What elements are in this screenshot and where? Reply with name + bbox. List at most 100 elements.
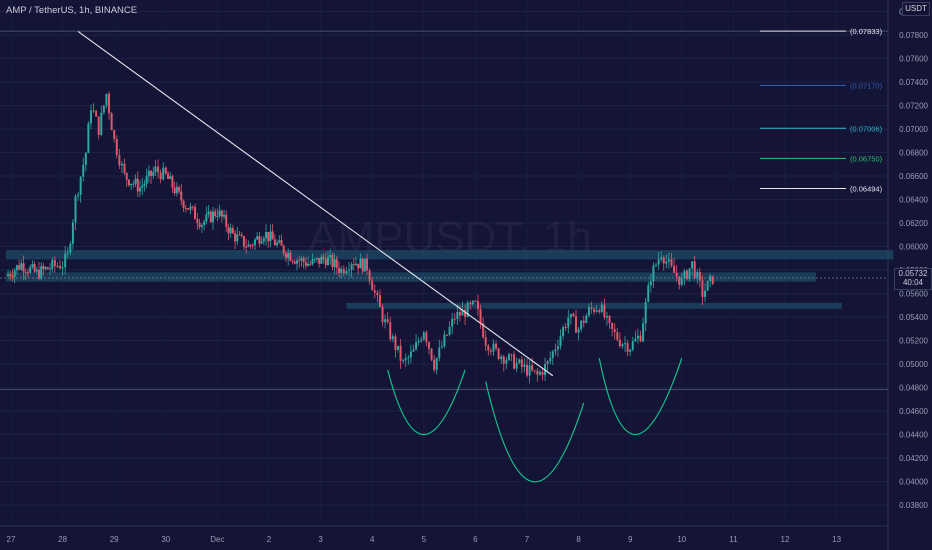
candle-body [150, 170, 153, 177]
candle-body [605, 315, 608, 318]
candle-body [38, 269, 41, 279]
candle-body [391, 336, 394, 340]
candle-body [110, 113, 113, 131]
last-price-label: 0.05732 40:04 [894, 267, 932, 290]
candle-body [422, 332, 425, 340]
candle-body [40, 266, 43, 279]
candle-body [505, 360, 508, 364]
candle-body [7, 274, 10, 276]
candle-body [704, 290, 707, 297]
candle-body [229, 227, 232, 234]
candle-body [145, 176, 148, 184]
candle-body [618, 339, 621, 347]
candle-body [173, 187, 176, 194]
candle-body [368, 270, 371, 281]
candle-body [412, 349, 415, 352]
candle-body [134, 178, 137, 184]
y-tick-label: 0.07800 [899, 31, 928, 40]
fib-level-label: (0.07170) [850, 82, 883, 91]
candle-body [46, 267, 49, 270]
candle-body [502, 356, 505, 364]
fib-level-label: (0.07833) [850, 27, 883, 36]
x-tick-label: 7 [525, 535, 530, 544]
candle-body [709, 275, 712, 281]
candle-body [329, 255, 332, 258]
candle-body [157, 166, 160, 173]
candle-body [386, 319, 389, 323]
candle-body [49, 268, 52, 270]
candle-body [425, 332, 428, 343]
chart-title: AMP / TetherUS, 1h, BINANCE [6, 5, 138, 16]
candle-body [399, 345, 402, 361]
candle-body [33, 263, 36, 272]
candle-body [644, 301, 647, 324]
y-tick-label: 0.06800 [899, 149, 928, 158]
pattern-curve [598, 357, 683, 436]
candle-body [678, 276, 681, 285]
candle-body [13, 270, 16, 277]
candle-body [143, 183, 146, 186]
candle-body [102, 105, 105, 113]
y-tick-label: 0.07000 [899, 125, 928, 134]
fib-level-label: (0.06750) [850, 154, 883, 163]
candle-body [184, 207, 187, 209]
candle-body [435, 357, 438, 370]
candle-body [587, 307, 590, 316]
candles [7, 91, 714, 384]
candle-body [469, 302, 472, 305]
candle-body [171, 176, 174, 188]
currency-button[interactable]: USDT [902, 2, 930, 16]
candle-body [18, 265, 21, 270]
candle-body [59, 265, 62, 269]
candle-body [466, 302, 469, 317]
x-tick-label: 10 [677, 535, 686, 544]
candle-body [495, 343, 498, 349]
candle-body [234, 233, 237, 242]
candle-body [191, 206, 194, 208]
candle-body [366, 258, 369, 271]
candle-body [335, 259, 338, 268]
candle-body [680, 277, 683, 285]
candle-body [180, 191, 183, 201]
candle-body [554, 349, 557, 352]
candle-body [660, 257, 663, 260]
candle-body [476, 301, 479, 310]
candle-body [590, 307, 593, 310]
candle-body [345, 271, 348, 274]
candle-body [567, 317, 570, 328]
candle-body [639, 335, 642, 342]
candle-body [24, 271, 27, 273]
candle-body [556, 346, 559, 350]
candle-body [546, 361, 549, 364]
candle-body [66, 252, 69, 254]
y-tick-label: 0.06600 [899, 172, 928, 181]
candle-body [711, 275, 714, 284]
candle-body [461, 309, 464, 316]
candle-body [280, 240, 283, 246]
candle-body [127, 179, 130, 186]
candle-body [531, 365, 534, 371]
candle-body [51, 260, 54, 269]
candle-body [29, 267, 32, 273]
candle-body [218, 210, 221, 217]
candle-body [536, 370, 539, 375]
candle-body [373, 290, 376, 293]
candle-body [433, 359, 436, 370]
candle-body [331, 255, 334, 268]
candle-body [293, 261, 296, 264]
candle-body [189, 206, 192, 210]
bar-countdown: 40:04 [902, 277, 924, 287]
y-tick-label: 0.06400 [899, 196, 928, 205]
x-tick-label: 9 [628, 535, 633, 544]
candle-body [407, 357, 410, 359]
candle-body [154, 166, 157, 172]
candle-body [220, 210, 223, 217]
candle-body [608, 315, 611, 323]
candle-body [313, 259, 316, 261]
candle-body [203, 221, 206, 226]
candle-body [84, 152, 87, 165]
candle-body [92, 110, 95, 112]
candle-body [487, 345, 490, 351]
candle-body [510, 354, 513, 356]
